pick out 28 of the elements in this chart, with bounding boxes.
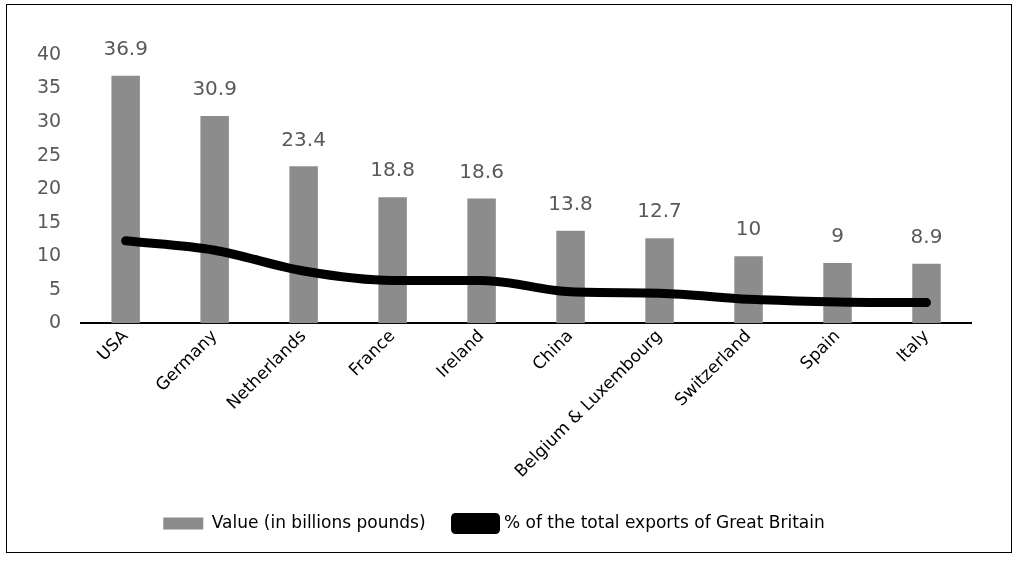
legend-label: Value (in billions pounds) <box>211 511 426 532</box>
y-tick-label: 15 <box>36 209 62 232</box>
y-tick-label: 10 <box>36 243 62 266</box>
legend-label: % of the total exports of Great Britain <box>504 511 825 532</box>
data-label: 10 <box>735 216 762 241</box>
data-label: 18.8 <box>370 157 415 182</box>
bar <box>289 166 318 324</box>
bar <box>200 116 229 324</box>
data-label: 12.7 <box>637 198 682 223</box>
data-label: 8.9 <box>910 223 943 248</box>
data-label: 9 <box>831 223 844 248</box>
y-tick-label: 5 <box>49 276 62 299</box>
data-label: 13.8 <box>548 190 593 215</box>
bar <box>111 75 140 324</box>
data-label: 18.6 <box>459 158 504 183</box>
data-label: 36.9 <box>103 36 148 60</box>
bar <box>912 263 941 324</box>
y-tick-label: 25 <box>36 142 62 165</box>
bar <box>467 198 496 324</box>
y-tick-label: 0 <box>49 310 62 333</box>
x-tick-label: USA <box>92 325 132 365</box>
y-tick-label: 40 <box>36 41 62 64</box>
bar <box>378 197 407 324</box>
y-tick-label: 20 <box>36 176 62 199</box>
y-tick-label: 30 <box>36 109 62 132</box>
data-label: 30.9 <box>192 76 237 101</box>
data-label: 23.4 <box>281 126 326 151</box>
y-tick-label: 35 <box>36 75 62 98</box>
